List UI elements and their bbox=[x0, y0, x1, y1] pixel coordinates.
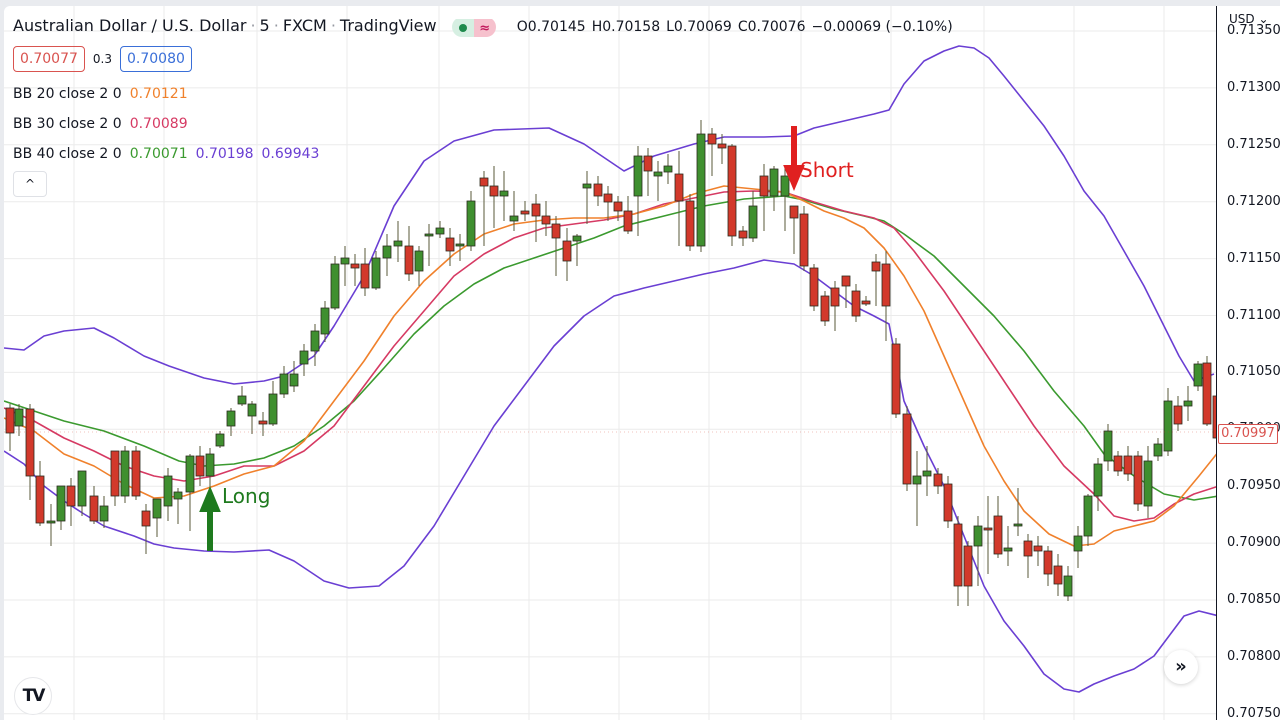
long-annotation: Long bbox=[222, 484, 271, 508]
market-status-pill[interactable]: ≈ bbox=[451, 17, 496, 37]
chevron-up-icon: ^ bbox=[24, 177, 36, 191]
indicator-value-lower: 0.69943 bbox=[261, 146, 320, 162]
ohlc-change: −0.00069 (−0.10%) bbox=[811, 19, 953, 35]
indicator-bb40[interactable]: BB 40 close 2 0 0.70071 0.70198 0.69943 bbox=[13, 146, 319, 162]
price-tick: 0.71300 bbox=[1227, 79, 1280, 95]
symbol-title[interactable]: Australian Dollar / U.S. Dollar bbox=[13, 16, 247, 35]
indicator-value-upper: 0.70198 bbox=[195, 146, 254, 162]
interval[interactable]: 5 bbox=[259, 16, 270, 35]
price-tick: 0.71250 bbox=[1227, 136, 1280, 152]
indicator-value: 0.70089 bbox=[129, 116, 188, 132]
green-dot-icon bbox=[458, 24, 467, 32]
price-tick: 0.70750 bbox=[1227, 705, 1280, 720]
price-tick: 0.71150 bbox=[1227, 250, 1280, 266]
ohlc-values: O0.70145 H0.70158 L0.70069 C0.70076 −0.00069… bbox=[517, 19, 959, 35]
source: TradingView bbox=[339, 16, 437, 35]
quote-row: 0.70077 0.3 0.70080 bbox=[13, 46, 192, 72]
buy-price-button[interactable]: 0.70080 bbox=[120, 46, 192, 72]
symbol-header: Australian Dollar / U.S. Dollar · 5 · FXCM · T… bbox=[13, 16, 959, 37]
indicator-value: 0.70121 bbox=[129, 86, 188, 102]
spread: 0.3 bbox=[92, 52, 112, 66]
ohlc-close: C0.70076 bbox=[737, 19, 806, 35]
tradingview-logo[interactable]: TV bbox=[14, 677, 52, 715]
indicator-bb20[interactable]: BB 20 close 2 0 0.70121 bbox=[13, 86, 188, 102]
indicator-label: BB 30 close 2 0 bbox=[13, 116, 122, 132]
price-tick: 0.71100 bbox=[1227, 307, 1280, 323]
exchange: FXCM bbox=[282, 16, 327, 35]
ohlc-low: L0.70069 bbox=[666, 19, 732, 35]
wave-icon: ≈ bbox=[473, 18, 496, 37]
indicator-value-basis: 0.70071 bbox=[129, 146, 188, 162]
currency-selector[interactable]: USD ⌄ bbox=[1229, 12, 1269, 26]
chart-window: Australian Dollar / U.S. Dollar · 5 · FXCM · T… bbox=[4, 6, 1280, 720]
ohlc-open: O0.70145 bbox=[516, 19, 586, 35]
last-price-label: 0.70997 bbox=[1218, 424, 1278, 444]
indicator-bb30[interactable]: BB 30 close 2 0 0.70089 bbox=[13, 116, 188, 132]
double-chevron-right-icon: » bbox=[1175, 656, 1187, 677]
sell-price-button[interactable]: 0.70077 bbox=[13, 46, 85, 72]
collapse-legend-button[interactable]: ^ bbox=[13, 171, 47, 197]
price-tick: 0.71350 bbox=[1227, 23, 1280, 38]
indicator-label: BB 40 close 2 0 bbox=[13, 146, 122, 162]
price-tick: 0.70850 bbox=[1227, 592, 1280, 607]
scroll-to-realtime-button[interactable]: » bbox=[1164, 650, 1198, 684]
price-tick: 0.70800 bbox=[1227, 648, 1280, 664]
price-tick: 0.71050 bbox=[1227, 364, 1280, 380]
price-axis[interactable]: USD ⌄ 0.71350 0.71300 0.71250 0.71200 0.7115… bbox=[1216, 6, 1280, 720]
price-tick: 0.70900 bbox=[1227, 535, 1280, 551]
chart-plot-area[interactable] bbox=[4, 6, 1216, 720]
short-annotation: Short bbox=[800, 158, 854, 182]
ohlc-high: H0.70158 bbox=[591, 19, 661, 35]
price-tick: 0.71200 bbox=[1227, 193, 1280, 209]
indicator-label: BB 20 close 2 0 bbox=[13, 86, 122, 102]
price-tick: 0.70950 bbox=[1227, 478, 1280, 494]
